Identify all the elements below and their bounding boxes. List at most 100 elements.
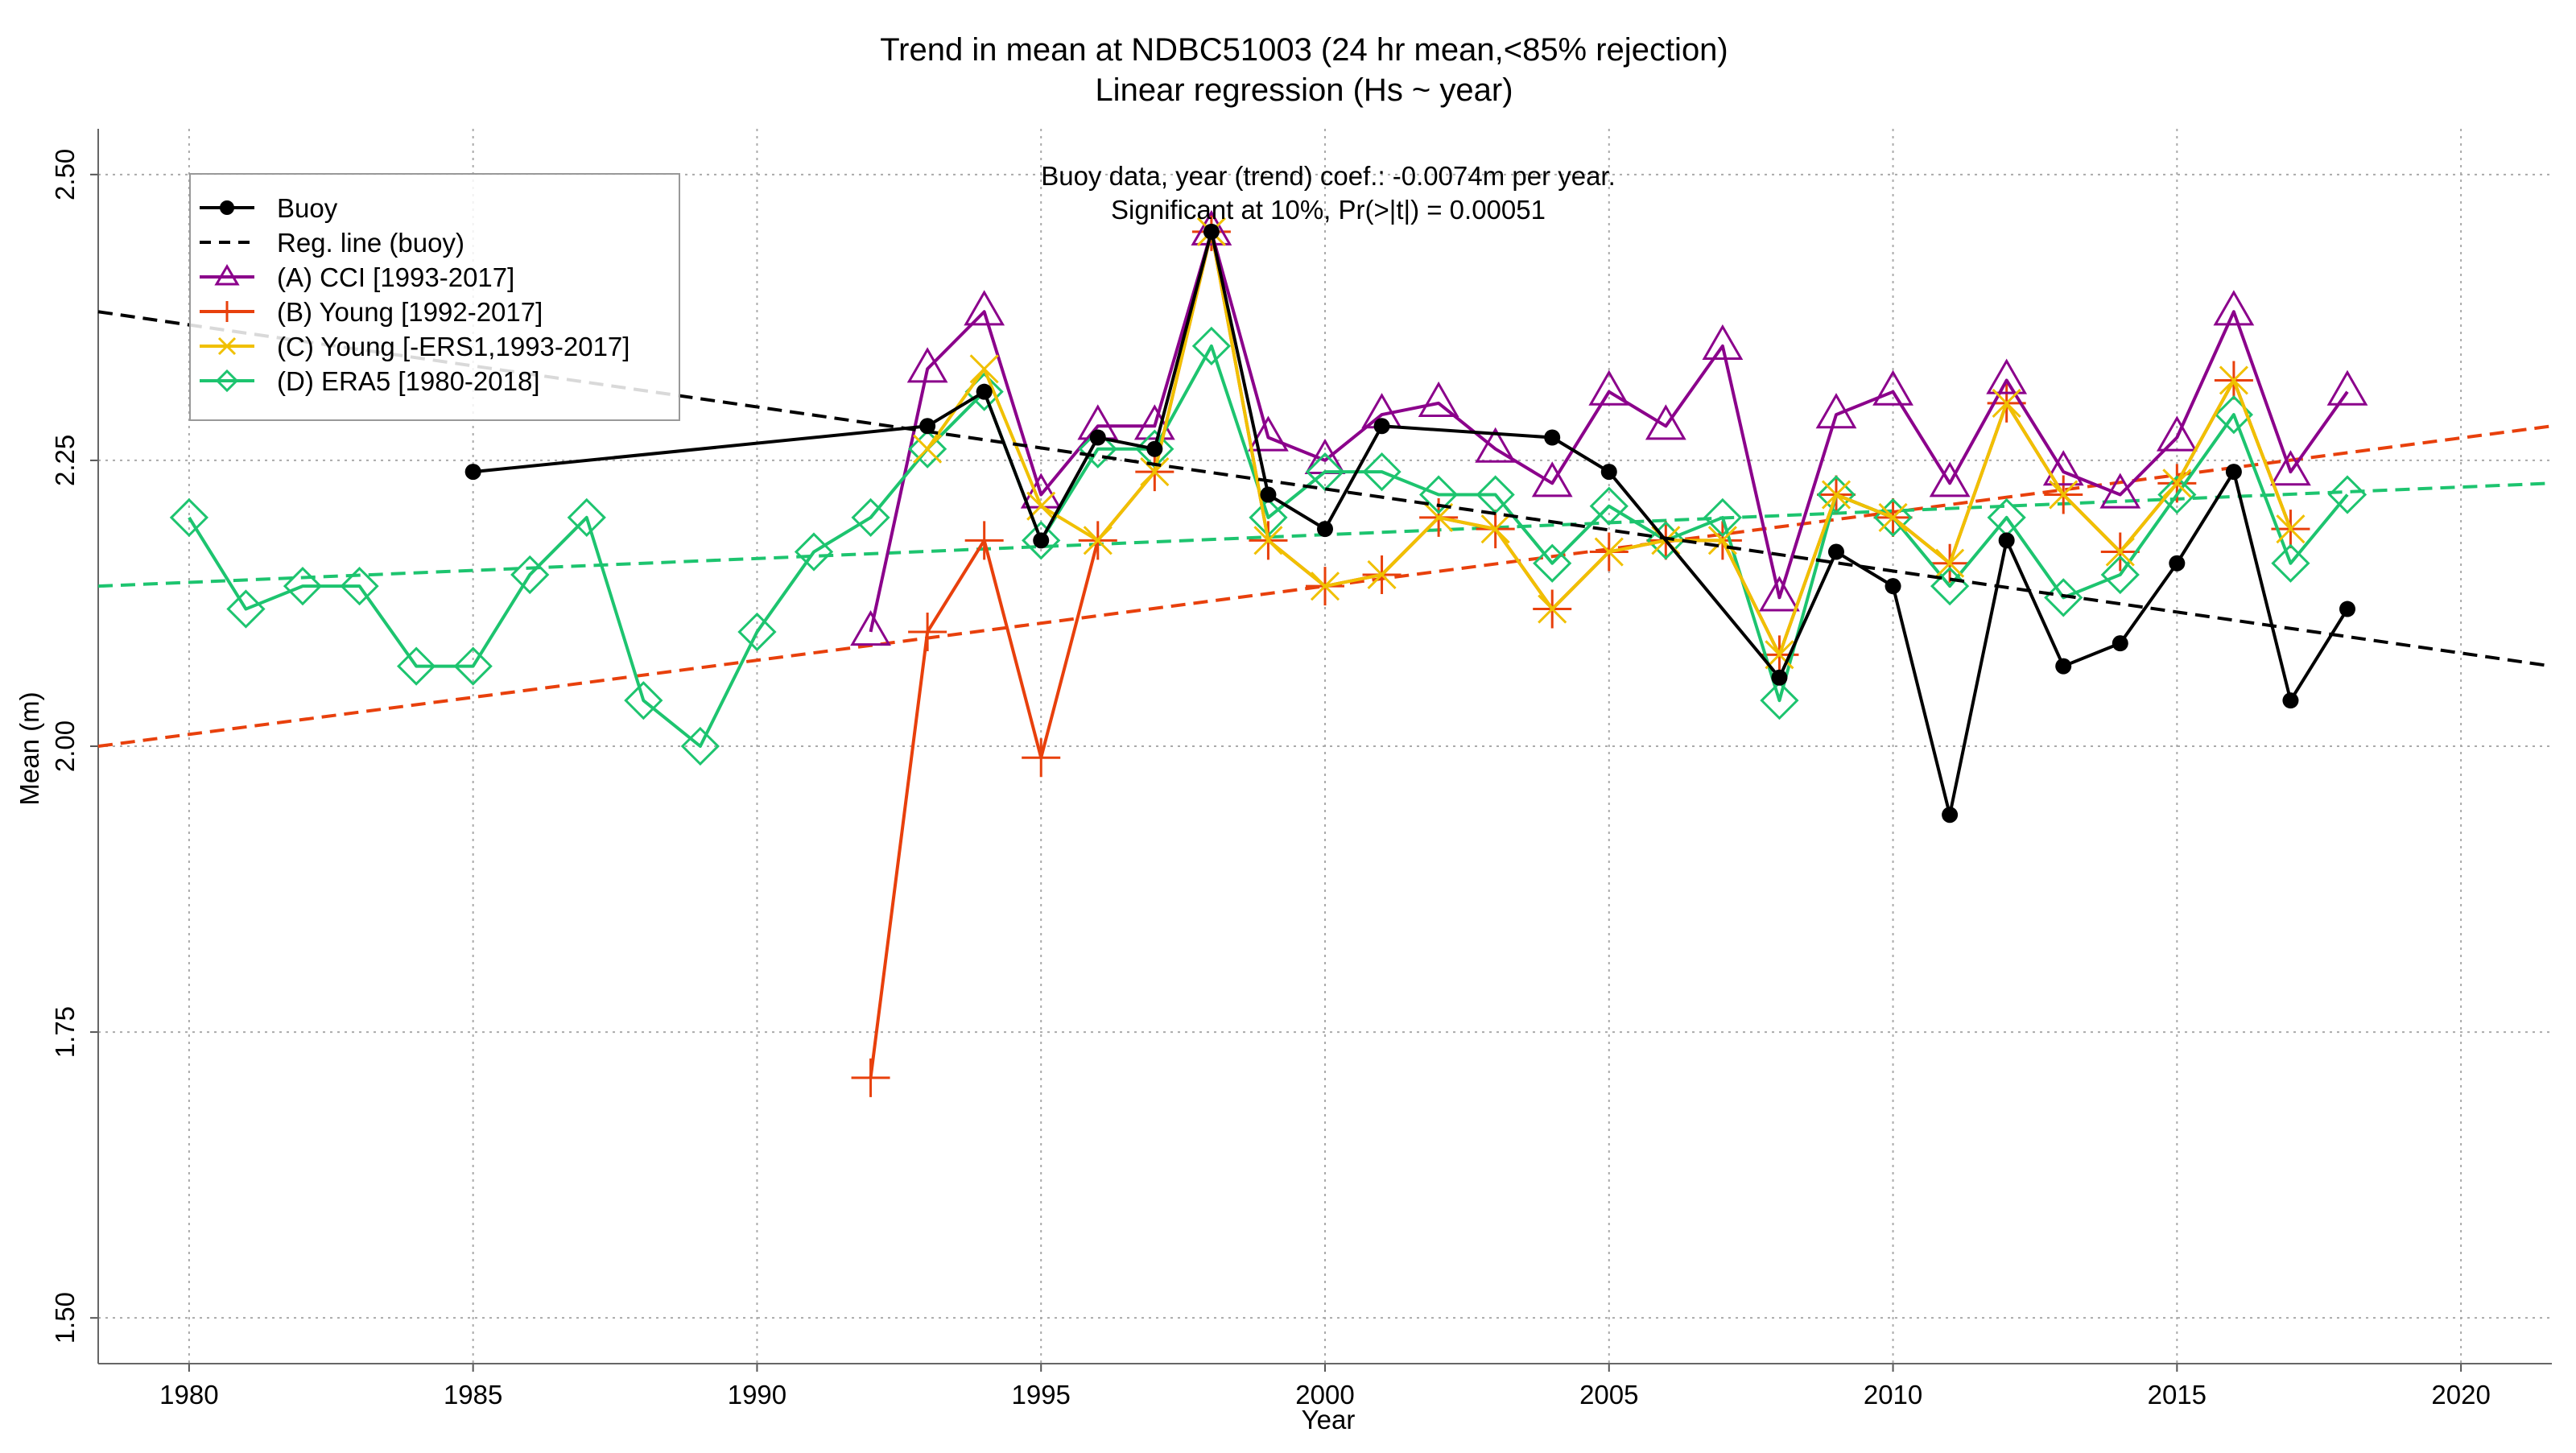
chart-subtitle: Linear regression (Hs ~ year) — [1095, 72, 1513, 108]
data-point — [1078, 429, 1117, 469]
legend-marker — [215, 369, 239, 393]
data-point — [1885, 578, 1901, 595]
data-point — [1146, 440, 1163, 457]
data-point — [1998, 532, 2015, 549]
data-point — [1815, 393, 1857, 429]
data-point — [1480, 514, 1510, 544]
series-2 — [850, 209, 2368, 646]
data-point — [1305, 452, 1345, 492]
data-point — [2162, 469, 2192, 498]
data-point — [1022, 738, 1061, 778]
series-line — [869, 229, 2293, 1079]
data-point — [226, 589, 266, 629]
data-point — [969, 354, 999, 384]
data-point — [2112, 635, 2128, 652]
y-tick-label: 1.75 — [50, 1006, 80, 1058]
data-point — [1367, 559, 1397, 590]
data-point — [1538, 594, 1567, 624]
data-point — [2105, 537, 2135, 567]
legend-item: (B) Young [1992-2017] — [200, 297, 543, 327]
data-point — [1828, 543, 1844, 560]
data-point — [340, 567, 379, 606]
legend-item: (C) Young [-ERS1,1993-2017] — [200, 332, 630, 361]
trend-line — [97, 424, 2553, 748]
data-point — [2327, 475, 2368, 514]
data-point — [2099, 473, 2141, 509]
series-0 — [464, 223, 2355, 824]
data-point — [1645, 404, 1686, 440]
data-point — [1418, 475, 1459, 514]
data-point — [1935, 548, 1965, 578]
data-point — [1310, 572, 1340, 601]
x-axis-label: Year — [1302, 1405, 1356, 1434]
data-point — [919, 418, 936, 435]
data-point — [464, 464, 481, 481]
legend-item: Buoy — [200, 193, 338, 223]
annotation-line-2: Significant at 10%, Pr(>|t|) = 0.00051 — [1111, 195, 1546, 225]
data-point — [1707, 526, 1737, 555]
legend-item: (D) ERA5 [1980-2018] — [200, 366, 540, 396]
data-point — [2055, 658, 2072, 675]
data-point — [2169, 555, 2186, 572]
data-point — [850, 609, 891, 646]
data-point — [1191, 209, 1232, 246]
data-point — [1589, 486, 1629, 526]
data-point — [851, 497, 890, 538]
data-point — [1418, 381, 1459, 417]
data-point — [1878, 502, 1908, 532]
data-point — [1816, 475, 1856, 514]
data-point — [908, 612, 947, 651]
legend-label: (C) Young [-ERS1,1993-2017] — [277, 332, 630, 361]
data-point — [976, 383, 993, 400]
data-point — [1424, 502, 1454, 532]
data-point — [1942, 807, 1959, 824]
data-point — [169, 497, 209, 538]
data-point — [1588, 369, 1630, 406]
legend-marker — [220, 200, 234, 215]
data-point — [1544, 429, 1561, 446]
legend-marker — [214, 264, 240, 286]
data-point — [1821, 480, 1852, 510]
data-point — [2282, 692, 2299, 709]
data-point — [2276, 514, 2306, 544]
data-point — [1872, 369, 1913, 406]
data-point — [2157, 475, 2197, 514]
data-point — [1600, 464, 1617, 481]
axes-layer: 1980 1985 1990 1995 2000 2005 2010 2015 2020 1.50… — [50, 129, 2552, 1410]
data-point — [906, 347, 948, 383]
data-point — [1022, 521, 1061, 560]
legend-marker — [217, 301, 237, 322]
x-tick-label: 2005 — [1579, 1380, 1638, 1410]
data-point — [680, 726, 720, 766]
data-point — [1531, 461, 1573, 497]
data-point — [1140, 457, 1170, 487]
legend-marker — [217, 336, 237, 356]
y-tick-label: 2.00 — [50, 720, 80, 772]
data-point — [2042, 450, 2084, 486]
data-point — [1248, 415, 1289, 452]
x-tick-label: 2000 — [1295, 1380, 1354, 1410]
data-point — [2219, 365, 2248, 395]
data-point — [913, 434, 943, 464]
data-point — [794, 532, 834, 572]
data-point — [1260, 486, 1277, 503]
data-point — [907, 429, 947, 469]
data-point — [1929, 461, 1971, 497]
data-point — [1759, 576, 1800, 612]
data-point — [2100, 555, 2140, 595]
legend-label: (D) ERA5 [1980-2018] — [277, 366, 540, 396]
data-point — [1317, 521, 1333, 538]
annotation-line-1: Buoy data, year (trend) coef.: -0.0074m … — [1041, 161, 1616, 191]
series-line — [188, 344, 2349, 748]
legend-label: Reg. line (buoy) — [277, 228, 464, 258]
data-point — [624, 681, 663, 720]
data-point — [2213, 290, 2255, 326]
y-tick-label: 1.50 — [50, 1292, 80, 1344]
data-point — [510, 555, 550, 595]
data-point — [737, 612, 777, 652]
legend-item: (A) CCI [1993-2017] — [200, 262, 514, 292]
data-point — [1253, 526, 1283, 555]
data-point — [1089, 429, 1106, 446]
y-tick-label: 2.50 — [50, 149, 80, 200]
